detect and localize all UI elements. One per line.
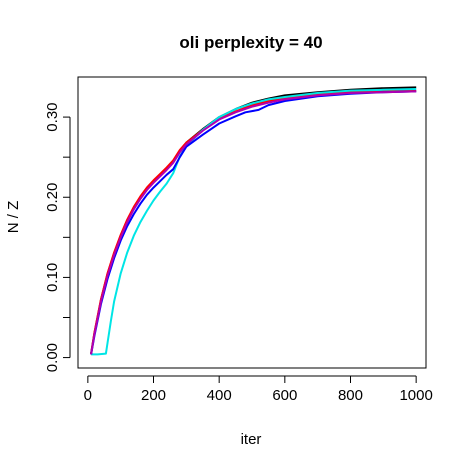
x-tick-label: 400 bbox=[207, 387, 232, 404]
x-tick-label: 200 bbox=[141, 387, 166, 404]
series-line-5 bbox=[90, 90, 417, 355]
y-axis-label: N / Z bbox=[5, 201, 22, 234]
y-axis: 0.00 0.10 0.20 0.30 bbox=[44, 102, 71, 372]
x-tick-label: 0 bbox=[84, 387, 92, 404]
x-axis: 0 200 400 600 800 1000 bbox=[84, 375, 433, 404]
x-axis-label: iter bbox=[241, 431, 262, 448]
x-tick-label: 600 bbox=[272, 387, 297, 404]
series-line-1 bbox=[90, 86, 417, 354]
x-tick-label: 1000 bbox=[399, 387, 432, 404]
chart-title: oli perplexity = 40 bbox=[179, 33, 322, 52]
y-tick-label: 0.20 bbox=[44, 183, 61, 212]
series-line-4 bbox=[90, 90, 417, 355]
series-line-3 bbox=[91, 88, 417, 356]
plot-frame bbox=[77, 76, 427, 369]
series-layer bbox=[90, 86, 417, 356]
x-tick-label: 800 bbox=[338, 387, 363, 404]
y-tick-label: 0.00 bbox=[44, 343, 61, 372]
y-tick-label: 0.10 bbox=[44, 263, 61, 292]
y-tick-label: 0.30 bbox=[44, 102, 61, 131]
